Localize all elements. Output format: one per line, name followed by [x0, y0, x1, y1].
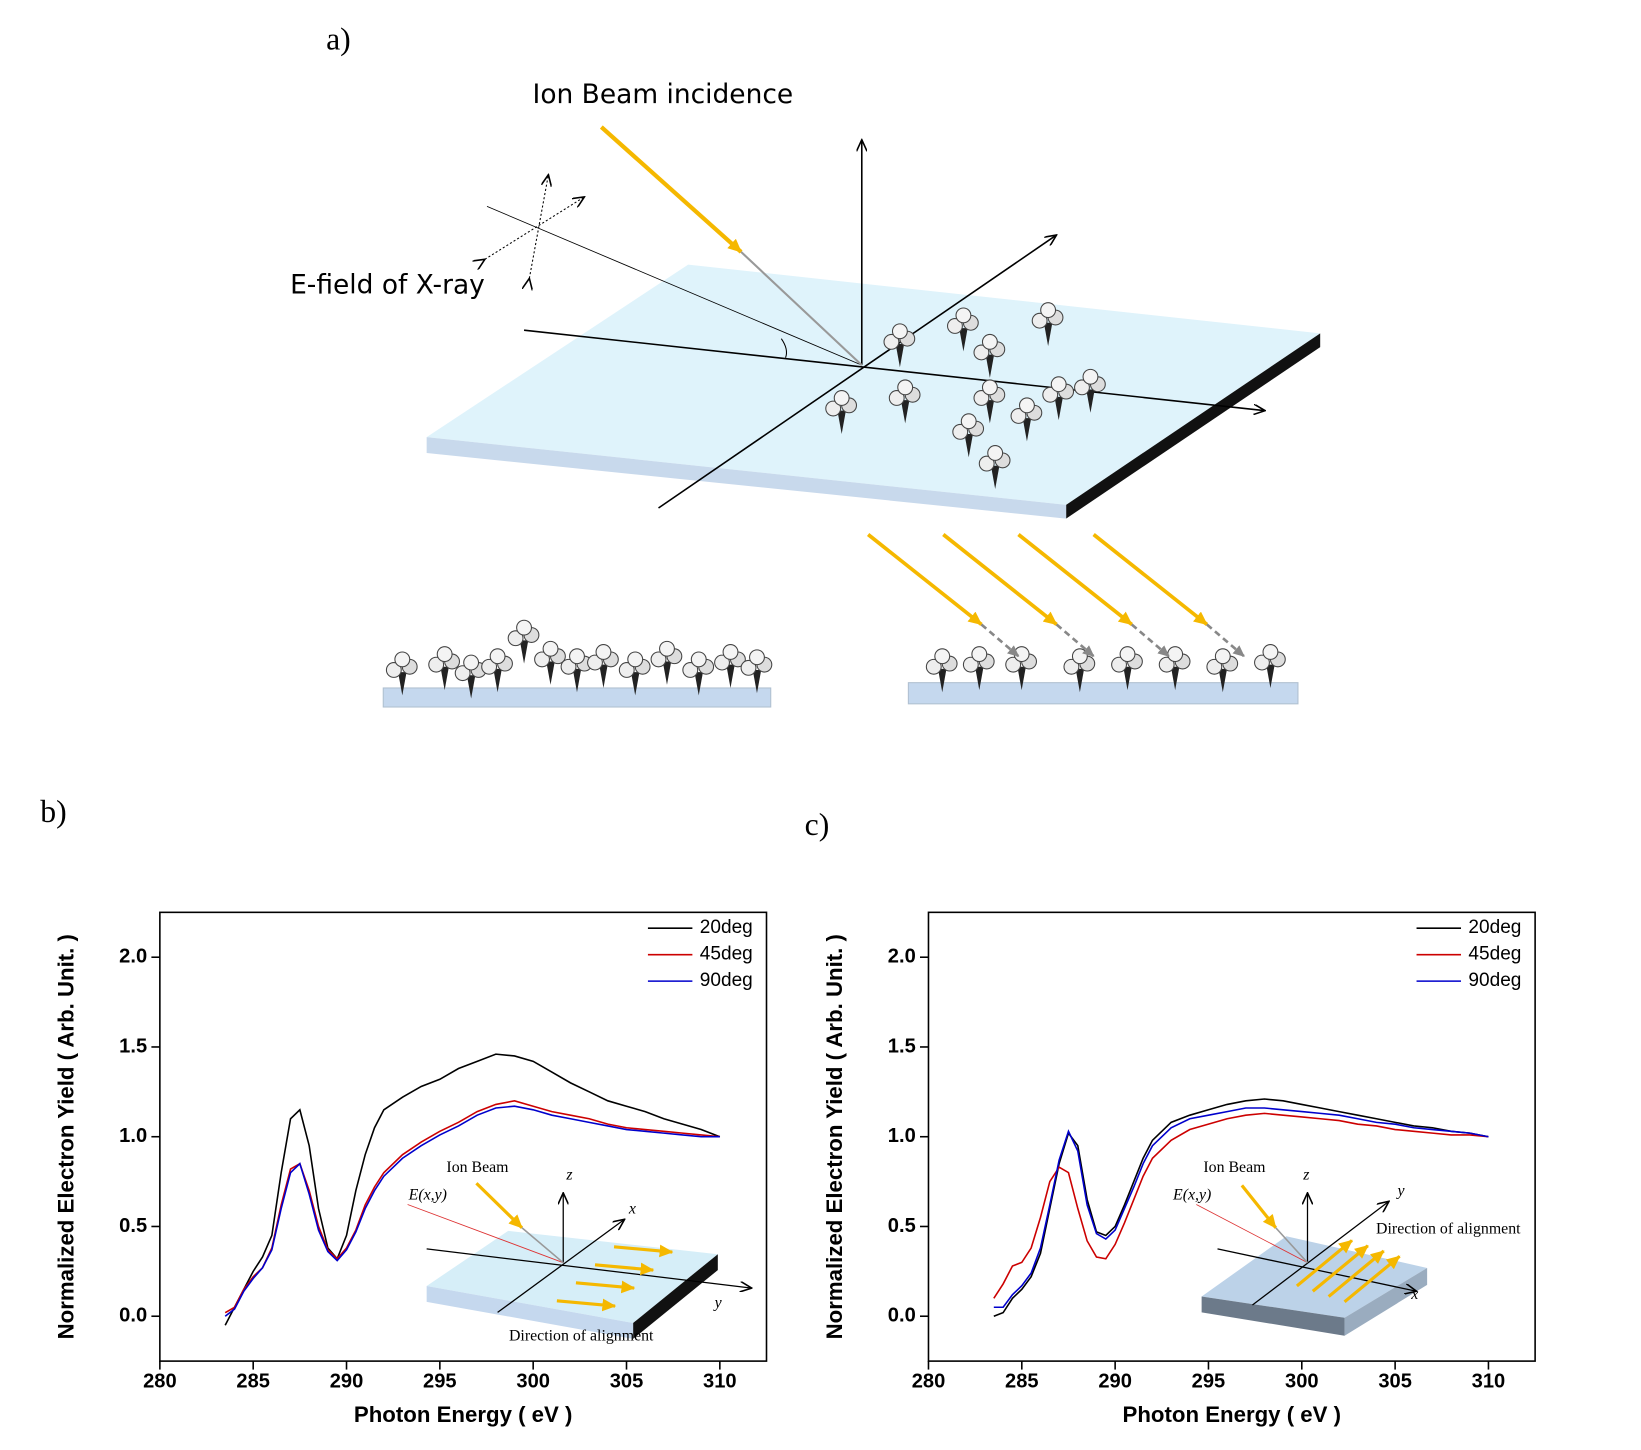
inset-diagram: Ion Beam E(x,y) z x y Direction of align… [407, 1159, 752, 1344]
y-tick-label: 2.0 [888, 946, 916, 968]
plot: 280 285 290 295 300 305 310 0.0 0.5 1.0 1.5 2.0 Phot… [54, 911, 768, 1427]
x-tick-label: 285 [1005, 1371, 1039, 1393]
legend-label: 20deg [700, 917, 753, 938]
annotation: y [713, 1295, 723, 1312]
y-tick-label: 1.0 [119, 1125, 147, 1147]
x-tick-label: 280 [143, 1371, 177, 1393]
x-tick-label: 290 [330, 1371, 364, 1393]
y-tick-label: 2.0 [119, 946, 147, 968]
legend-label: 45deg [700, 944, 753, 965]
x-tick-label: 280 [912, 1371, 946, 1393]
y-tick-label: 0.0 [888, 1305, 916, 1327]
y-tick-label: 1.0 [888, 1125, 916, 1147]
y-tick-label: 1.5 [888, 1035, 916, 1057]
series-line [224, 1053, 721, 1326]
x-tick-label: 310 [1472, 1371, 1506, 1393]
annotation: Ion Beam [1203, 1159, 1266, 1176]
plot: 280 285 290 295 300 305 310 0.0 0.5 1.0 1.5 2.0 Phot… [822, 911, 1536, 1427]
panel-label: c) [805, 807, 830, 842]
panel-label: b) [40, 794, 66, 829]
x-tick-label: 285 [236, 1371, 270, 1393]
x-tick-label: 295 [1192, 1371, 1226, 1393]
legend-label: 45deg [1468, 944, 1521, 965]
y-axis-title: Normalized Electron Yield ( Arb. Unit. ) [822, 934, 847, 1339]
annotation: Ion Beam incidence [533, 79, 794, 110]
annotation: x [628, 1200, 636, 1217]
annotation: E-field of X-ray [290, 269, 485, 300]
panel-label: a) [326, 22, 351, 57]
annotation: E(x,y) [408, 1187, 447, 1204]
figure-body: a) Ion Beam incidence E-field of X-ray [40, 22, 1536, 1427]
x-tick-label: 305 [610, 1371, 644, 1393]
x-tick-label: 305 [1378, 1371, 1412, 1393]
annotation: x [1410, 1286, 1418, 1303]
x-axis-title: Photon Energy ( eV ) [354, 1402, 573, 1427]
y-tick-label: 0.5 [888, 1215, 916, 1237]
inset-diagram: Ion Beam E(x,y) z y Direction of alignme… [1172, 1159, 1521, 1336]
x-tick-label: 295 [423, 1371, 457, 1393]
annotation: z [1302, 1167, 1309, 1184]
y-tick-label: 1.5 [119, 1035, 147, 1057]
annotation: E(x,y) [1172, 1187, 1211, 1204]
legend-label: 90deg [700, 970, 753, 991]
series-line [224, 1105, 720, 1317]
annotation: Direction of alignment [1376, 1221, 1521, 1238]
y-tick-label: 0.0 [119, 1305, 147, 1327]
series-line [993, 1098, 1489, 1317]
series-line [993, 1112, 1489, 1299]
annotation: z [565, 1167, 572, 1184]
x-tick-label: 300 [1285, 1371, 1319, 1393]
legend-label: 20deg [1468, 917, 1521, 938]
y-tick-label: 0.5 [119, 1215, 147, 1237]
substrate-diagram [382, 125, 1321, 708]
y-axis-title: Normalized Electron Yield ( Arb. Unit. ) [54, 934, 79, 1339]
annotation: Direction of alignment [509, 1327, 654, 1344]
annotation: Ion Beam [446, 1159, 509, 1176]
legend-label: 90deg [1468, 970, 1521, 991]
x-tick-label: 290 [1098, 1371, 1132, 1393]
series-line [993, 1107, 1489, 1309]
x-tick-label: 310 [703, 1371, 737, 1393]
x-tick-label: 300 [516, 1371, 550, 1393]
x-axis-title: Photon Energy ( eV ) [1123, 1402, 1342, 1427]
annotation: y [1395, 1182, 1405, 1199]
